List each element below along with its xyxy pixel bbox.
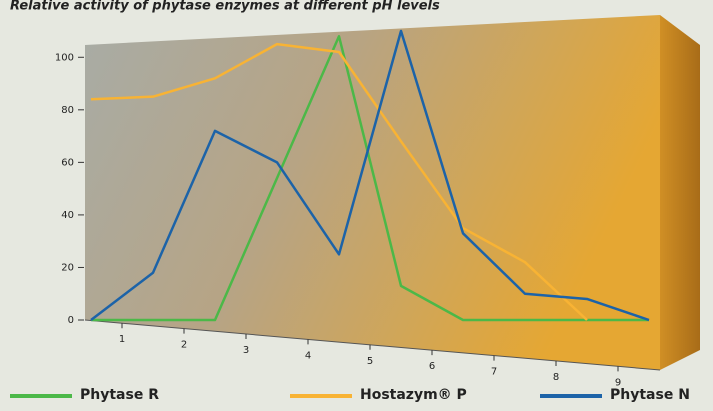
legend-label: Phytase N [610, 387, 690, 403]
y-tick-label: 80 [61, 105, 74, 116]
legend-label: Hostazym® P [360, 387, 467, 403]
y-tick-label: 20 [61, 262, 74, 273]
plot-background [85, 15, 660, 370]
y-tick-label: 60 [61, 157, 74, 168]
x-tick-label: 8 [553, 372, 559, 383]
x-tick-label: 4 [305, 350, 311, 361]
chart-title: Relative activity of phytase enzymes at … [10, 0, 440, 14]
x-tick-label: 6 [429, 361, 435, 372]
y-tick-label: 100 [55, 52, 74, 63]
x-tick-label: 2 [181, 340, 187, 351]
box-side [660, 15, 700, 370]
x-tick-label: 3 [243, 345, 249, 356]
y-tick-label: 0 [68, 315, 74, 326]
x-tick-label: 7 [491, 367, 497, 378]
chart: Relative activity of phytase enzymes at … [0, 0, 713, 411]
x-tick-label: 5 [367, 356, 373, 367]
y-tick-label: 40 [61, 210, 74, 221]
legend: Phytase R Hostazym® P Phytase N [10, 387, 690, 403]
legend-label: Phytase R [80, 387, 159, 403]
x-tick-label: 1 [119, 334, 125, 345]
